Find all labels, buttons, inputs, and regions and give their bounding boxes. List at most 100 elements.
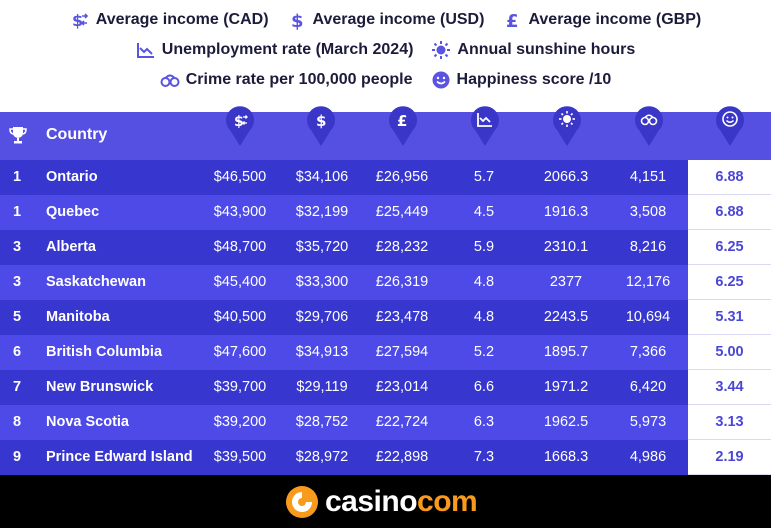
cad-cell: $45,400 — [213, 274, 267, 290]
usd-cell: $28,972 — [295, 449, 349, 465]
usd-cell: $29,706 — [295, 309, 349, 325]
table-row: 3 Alberta $48,700 $35,720 £28,232 5.9 23… — [0, 230, 771, 265]
handcuffs-icon — [160, 74, 180, 87]
trophy-icon — [9, 127, 27, 144]
casino-com-logo[interactable]: casinocom — [285, 485, 478, 519]
dollar-arrows-icon: $ — [72, 11, 88, 30]
footer: casinocom — [0, 475, 771, 528]
happiness-cell: 3.44 — [715, 379, 744, 395]
cad-cell: $43,900 — [213, 204, 267, 220]
rank-cell: 1 — [12, 204, 22, 220]
cad-cell: $39,500 — [213, 449, 267, 465]
usd-cell: $35,720 — [295, 239, 349, 255]
cad-cell: $47,600 — [213, 344, 267, 360]
usd-cell: $29,119 — [296, 379, 348, 395]
unemployment-cell: 5.2 — [473, 344, 495, 360]
crime-cell: 5,973 — [629, 414, 667, 430]
country-cell: Saskatchewan — [46, 274, 146, 290]
pound-icon: £ — [506, 11, 519, 30]
legend-usd: $ Average income (USD) — [287, 10, 485, 30]
gbp-cell: £28,232 — [375, 239, 429, 255]
happiness-cell: 6.88 — [715, 169, 744, 185]
country-cell: Manitoba — [46, 309, 110, 325]
cad-cell: $40,500 — [213, 309, 267, 325]
happiness-cell-bg — [688, 440, 771, 475]
happiness-cell-bg — [688, 265, 771, 300]
sunshine-cell: 2377 — [549, 274, 583, 290]
country-cell: Quebec — [46, 204, 100, 220]
svg-text:$: $ — [316, 112, 326, 130]
country-cell: Alberta — [46, 239, 96, 255]
legend-row-incomes: $ Average income (CAD) $ Average income … — [0, 10, 771, 30]
rank-cell: 9 — [12, 449, 22, 465]
cad-cell: $46,500 — [213, 169, 267, 185]
unemployment-cell: 4.8 — [473, 274, 495, 290]
cad-cell: $39,200 — [213, 414, 267, 430]
logo-text: casinocom — [325, 485, 478, 519]
unemployment-cell: 7.3 — [473, 449, 495, 465]
happiness-cell: 3.13 — [715, 414, 744, 430]
gbp-cell: £23,014 — [375, 379, 429, 395]
happiness-cell-bg — [688, 300, 771, 335]
gbp-cell: £23,478 — [375, 309, 429, 325]
smiley-icon — [432, 71, 450, 89]
usd-cell: $34,913 — [295, 344, 349, 360]
crime-cell: 6,420 — [629, 379, 667, 395]
happiness-cell-bg — [688, 230, 771, 265]
usd-column-pin-icon: $ — [307, 106, 335, 146]
happiness-cell-bg — [688, 160, 771, 195]
svg-text:$: $ — [72, 11, 83, 30]
country-cell: British Columbia — [46, 344, 163, 360]
happiness-cell: 6.25 — [715, 274, 744, 290]
sunshine-cell: 2066.3 — [543, 169, 589, 185]
gbp-cell: £22,724 — [375, 414, 429, 430]
usd-cell: $34,106 — [295, 169, 349, 185]
legend-cad-label: Average income (CAD) — [95, 11, 269, 28]
gbp-cell: £22,898 — [375, 449, 429, 465]
happiness-cell-bg — [688, 370, 771, 405]
legend-gbp: £ Average income (GBP) — [502, 10, 701, 30]
happiness-cell: 2.19 — [715, 449, 744, 465]
legend-usd-label: Average income (USD) — [312, 11, 485, 28]
table-row: 9 Prince Edward Island $39,500 $28,972 £… — [0, 440, 771, 475]
legend-row-wellbeing: Crime rate per 100,000 people Happiness … — [0, 70, 771, 90]
rank-cell: 6 — [12, 344, 22, 360]
crime-cell: 4,986 — [629, 449, 667, 465]
table-row: 6 British Columbia $47,600 $34,913 £27,5… — [0, 335, 771, 370]
sunshine-cell: 1971.2 — [543, 379, 589, 395]
country-cell: New Brunswick — [46, 379, 154, 395]
crime-cell: 7,366 — [629, 344, 667, 360]
crime-cell: 10,694 — [625, 309, 671, 325]
legend-sunshine-label: Annual sunshine hours — [457, 41, 636, 58]
unemployment-cell: 6.6 — [473, 379, 495, 395]
country-cell: Nova Scotia — [46, 414, 129, 430]
unemployment-cell: 6.3 — [473, 414, 495, 430]
legend-crime: Crime rate per 100,000 people — [160, 70, 413, 90]
table-row: 8 Nova Scotia $39,200 $28,752 £22,724 6.… — [0, 405, 771, 440]
usd-cell: $28,752 — [295, 414, 349, 430]
happiness-cell: 5.00 — [715, 344, 744, 360]
legend-happiness: Happiness score /10 — [431, 70, 611, 90]
rank-cell: 1 — [12, 169, 22, 185]
logo-text-accent: com — [417, 485, 478, 518]
sunshine-cell: 2310.1 — [543, 239, 589, 255]
happiness-cell-bg — [688, 335, 771, 370]
table-row: 3 Saskatchewan $45,400 $33,300 £26,319 4… — [0, 265, 771, 300]
unemployment-cell: 5.7 — [473, 169, 495, 185]
sunshine-column-pin-icon — [553, 106, 581, 146]
rank-cell: 5 — [12, 309, 22, 325]
crime-cell: 4,151 — [629, 169, 667, 185]
dollar-icon: $ — [291, 11, 304, 30]
cad-column-pin-icon: $ — [226, 106, 254, 146]
svg-text:$: $ — [234, 114, 244, 130]
crime-cell: 3,508 — [629, 204, 667, 220]
happiness-cell: 6.88 — [715, 204, 744, 220]
unemployment-cell: 4.5 — [473, 204, 495, 220]
cad-cell: $39,700 — [213, 379, 267, 395]
svg-text:$: $ — [291, 11, 304, 30]
logo-text-main: casino — [325, 485, 418, 518]
table-row: 5 Manitoba $40,500 $29,706 £23,478 4.8 2… — [0, 300, 771, 335]
usd-cell: $32,199 — [295, 204, 349, 220]
legend-unemployment-label: Unemployment rate (March 2024) — [161, 41, 414, 58]
sunshine-cell: 2243.5 — [543, 309, 589, 325]
